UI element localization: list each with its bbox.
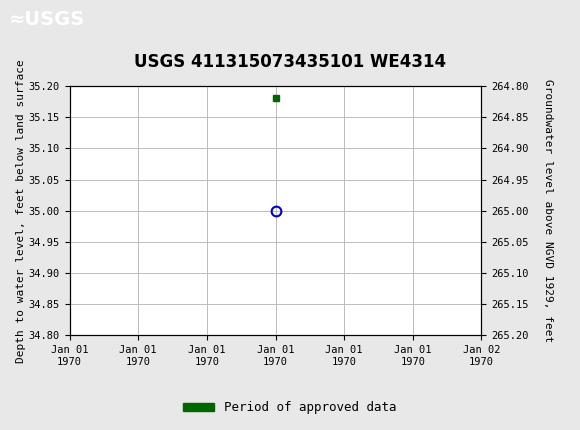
- Y-axis label: Groundwater level above NGVD 1929, feet: Groundwater level above NGVD 1929, feet: [542, 79, 553, 342]
- Text: ≈USGS: ≈USGS: [9, 10, 85, 29]
- Legend: Period of approved data: Period of approved data: [178, 396, 402, 419]
- Y-axis label: Depth to water level, feet below land surface: Depth to water level, feet below land su…: [16, 59, 26, 362]
- Text: USGS 411315073435101 WE4314: USGS 411315073435101 WE4314: [134, 53, 446, 71]
